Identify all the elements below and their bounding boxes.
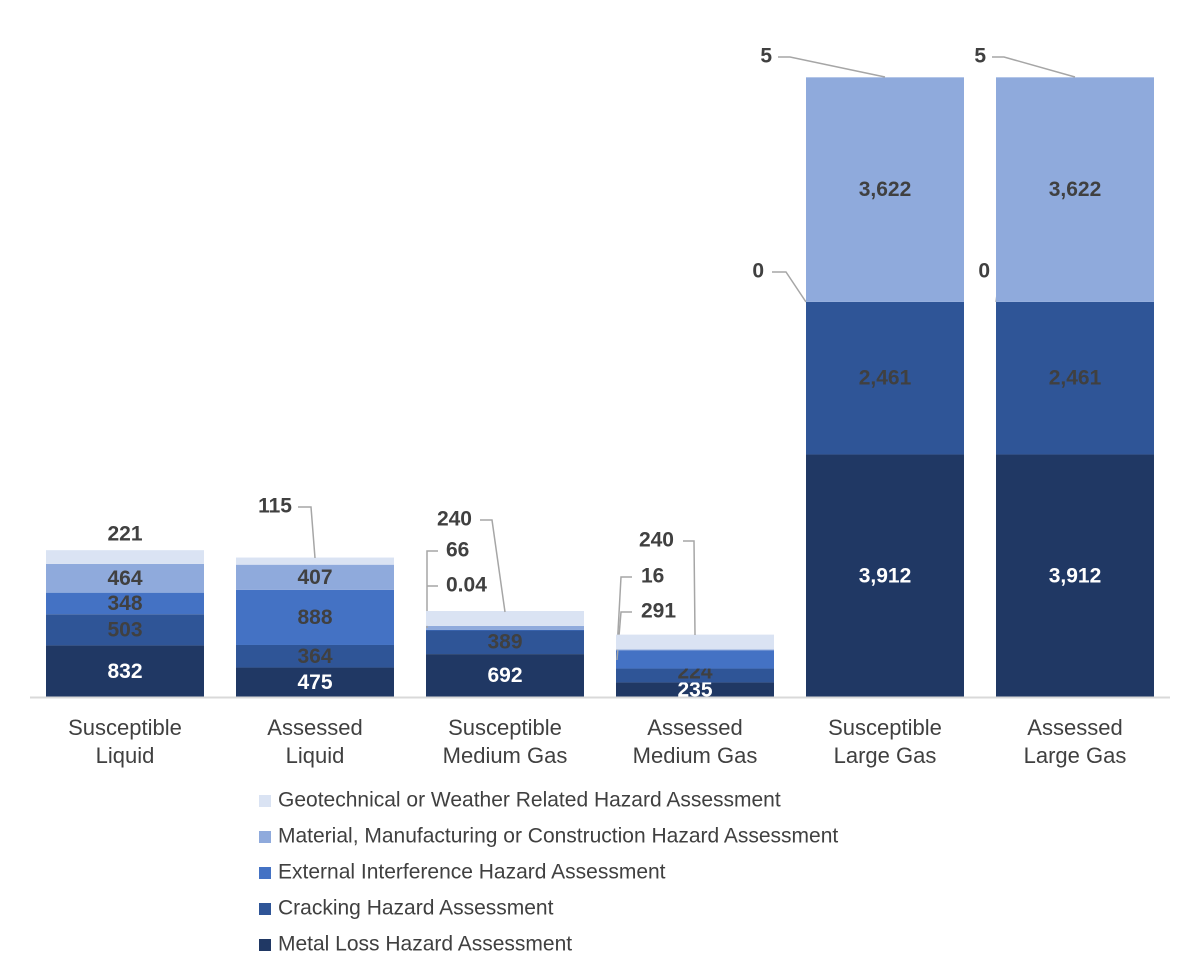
data-label: 5 xyxy=(760,45,772,68)
category-label: Susceptible xyxy=(448,715,562,740)
category-label: Liquid xyxy=(96,743,155,768)
bar-segment xyxy=(426,654,584,697)
data-label: 2,461 xyxy=(859,367,912,390)
bar-segment xyxy=(806,454,964,697)
data-label: 407 xyxy=(297,566,332,589)
legend-swatch xyxy=(259,867,271,879)
category-label: Susceptible xyxy=(68,715,182,740)
leader-line xyxy=(298,506,316,559)
data-label: 0 xyxy=(752,260,764,283)
bar-segment xyxy=(236,667,394,697)
bar-segment xyxy=(996,77,1154,302)
leader-line xyxy=(426,550,438,628)
leader-line xyxy=(616,576,632,651)
bar-segment xyxy=(806,301,964,455)
bar-segment xyxy=(616,634,774,650)
data-label: 240 xyxy=(639,529,674,552)
data-label: 16 xyxy=(641,565,664,588)
data-label: 2,461 xyxy=(1049,367,1102,390)
legend-swatch xyxy=(259,795,271,807)
data-label: 3,912 xyxy=(1049,564,1102,587)
category-label: Susceptible xyxy=(828,715,942,740)
data-label: 3,622 xyxy=(859,178,912,201)
data-label: 348 xyxy=(107,592,142,615)
leader-line xyxy=(480,519,506,613)
data-label: 832 xyxy=(107,660,142,683)
data-label: 692 xyxy=(487,664,522,687)
data-label: 503 xyxy=(107,618,142,641)
bar-segment xyxy=(46,563,204,593)
legend-entry: Geotechnical or Weather Related Hazard A… xyxy=(278,789,781,812)
category-label: Liquid xyxy=(286,743,345,768)
legend-swatch xyxy=(259,831,271,843)
data-label: 291 xyxy=(641,600,676,623)
data-label: 240 xyxy=(437,508,472,531)
data-label: 888 xyxy=(297,606,332,629)
category-label: Medium Gas xyxy=(443,743,568,768)
bar-segment xyxy=(236,644,394,668)
bar-segment xyxy=(616,668,774,683)
bar-segment xyxy=(996,301,1154,455)
data-label: 464 xyxy=(107,567,142,590)
category-label: Large Gas xyxy=(834,743,937,768)
data-label: 475 xyxy=(297,671,332,694)
bar-segment xyxy=(426,629,584,631)
legend-entry: Cracking Hazard Assessment xyxy=(278,897,554,920)
bar-segment xyxy=(426,629,584,655)
legend-swatch xyxy=(259,939,271,951)
leader-line xyxy=(772,271,807,303)
bar-segment xyxy=(806,77,964,302)
bar-segment xyxy=(236,589,394,645)
category-label: Medium Gas xyxy=(633,743,758,768)
bar-segment xyxy=(996,77,1154,78)
bar-segment xyxy=(806,77,964,78)
category-label: Large Gas xyxy=(1024,743,1127,768)
data-label: 235 xyxy=(677,679,712,702)
legend-swatch xyxy=(259,903,271,915)
data-label: 66 xyxy=(446,539,469,562)
data-label: 3,912 xyxy=(859,564,912,587)
legend-entry: Material, Manufacturing or Construction … xyxy=(278,825,838,848)
bar-segment xyxy=(236,557,394,565)
data-label: 115 xyxy=(258,495,292,518)
data-label: 3,622 xyxy=(1049,178,1102,201)
bar-segment xyxy=(616,650,774,669)
bar-segment xyxy=(996,454,1154,697)
bar-segment xyxy=(426,611,584,626)
data-label: 0.04 xyxy=(446,574,487,597)
bar-segment xyxy=(46,592,204,615)
bar-segment xyxy=(426,625,584,630)
legend-entry: Metal Loss Hazard Assessment xyxy=(278,933,572,956)
leader-line xyxy=(778,56,886,78)
bar-segment xyxy=(46,550,204,564)
data-label: 389 xyxy=(487,631,522,654)
legend-entry: External Interference Hazard Assessment xyxy=(278,861,666,884)
leader-line xyxy=(992,56,1076,78)
data-label: 364 xyxy=(297,645,332,668)
category-label: Assessed xyxy=(1027,715,1122,740)
leader-line xyxy=(683,540,696,636)
data-label: 221 xyxy=(107,523,142,546)
data-label: 5 xyxy=(974,45,986,68)
data-label: 0 xyxy=(978,260,990,283)
category-label: Assessed xyxy=(647,715,742,740)
bar-segment xyxy=(46,614,204,646)
category-label: Assessed xyxy=(267,715,362,740)
bar-segment xyxy=(236,564,394,590)
bar-segment xyxy=(46,645,204,697)
bar-segment xyxy=(616,682,774,697)
bar-segment xyxy=(616,649,774,651)
